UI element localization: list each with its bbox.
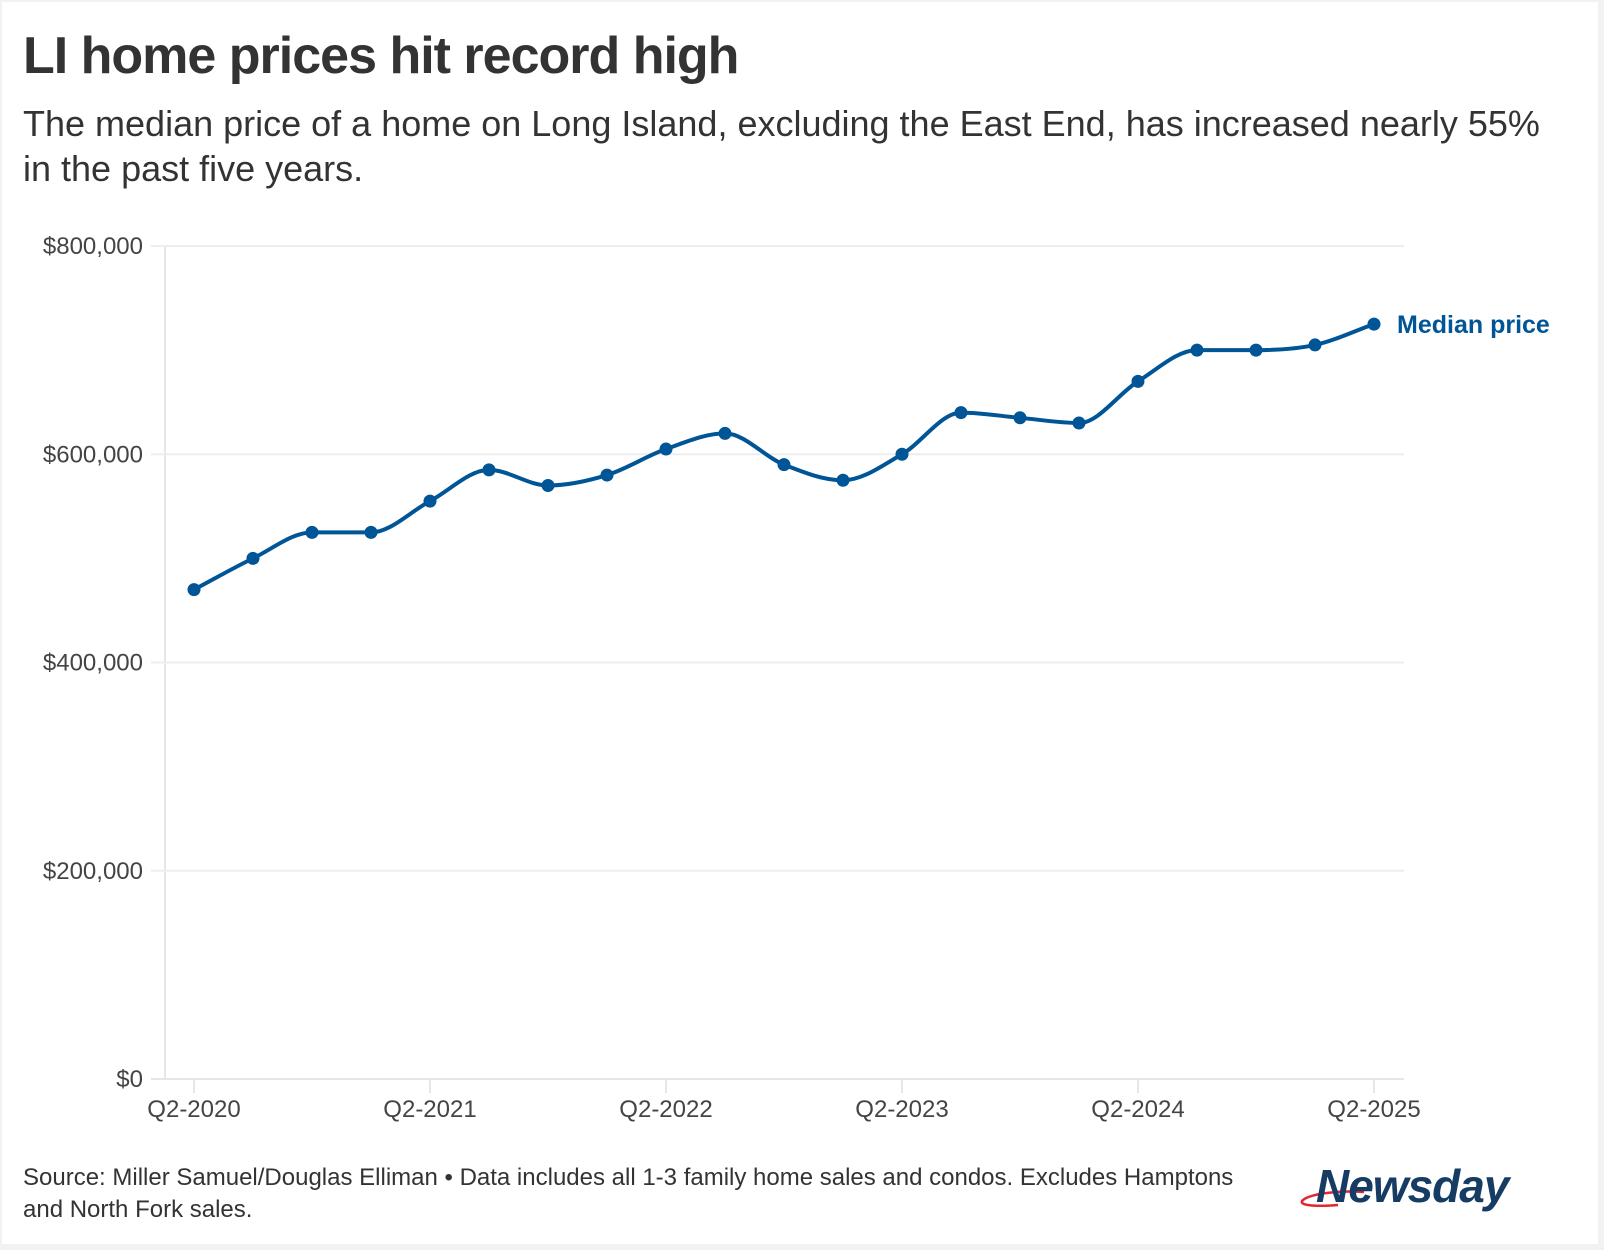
x-tick-label: Q2-2023 xyxy=(855,1096,948,1123)
data-point xyxy=(423,494,437,508)
data-point xyxy=(364,525,378,539)
source-note: Source: Miller Samuel/Douglas Elliman • … xyxy=(23,1164,1234,1223)
y-tick-label: $400,000 xyxy=(43,650,143,677)
x-tick-label: Q2-2024 xyxy=(1091,1096,1184,1123)
data-point xyxy=(1013,411,1027,425)
data-point xyxy=(1072,416,1086,430)
data-point xyxy=(482,463,496,477)
data-point xyxy=(246,551,260,565)
data-point xyxy=(541,478,555,492)
data-point xyxy=(1249,343,1263,357)
data-point xyxy=(895,447,909,461)
data-point xyxy=(305,525,319,539)
series-median-price: Median price xyxy=(187,311,1550,597)
chart-subtitle: The median price of a home on Long Islan… xyxy=(23,103,1540,189)
logo-text: Newsday xyxy=(1316,1160,1509,1212)
y-tick-label: $0 xyxy=(116,1066,143,1093)
y-axis: $0 $200,000 $400,000 $600,000 $800,000 xyxy=(43,233,143,1093)
gridlines xyxy=(151,245,1404,1080)
x-tick-label: Q2-2020 xyxy=(147,1096,240,1123)
data-point xyxy=(777,458,791,472)
newsday-logo[interactable]: Newsday xyxy=(1298,1158,1598,1218)
logo-swoosh-icon xyxy=(1300,1190,1365,1208)
data-point xyxy=(659,442,673,456)
series-label-median-price: Median price xyxy=(1397,311,1550,339)
data-point xyxy=(718,426,732,440)
data-point xyxy=(954,406,968,420)
x-tick-label: Q2-2022 xyxy=(619,1096,712,1123)
data-point xyxy=(1131,374,1145,388)
data-point xyxy=(600,468,614,482)
data-point xyxy=(1308,338,1322,352)
data-point xyxy=(187,583,201,597)
x-tick-label: Q2-2025 xyxy=(1327,1096,1420,1123)
x-tick-label: Q2-2021 xyxy=(383,1096,476,1123)
y-tick-label: $200,000 xyxy=(43,858,143,885)
y-tick-label: $800,000 xyxy=(43,233,143,260)
chart-title: LI home prices hit record high xyxy=(23,27,739,85)
data-point xyxy=(836,473,850,487)
data-point xyxy=(1367,317,1381,331)
x-axis: Q2-2020 Q2-2021 Q2-2022 Q2-2023 Q2-2024 Q2-20… xyxy=(147,1079,1421,1123)
series-line xyxy=(192,322,1376,592)
data-point xyxy=(1190,343,1204,357)
y-tick-label: $600,000 xyxy=(43,441,143,468)
